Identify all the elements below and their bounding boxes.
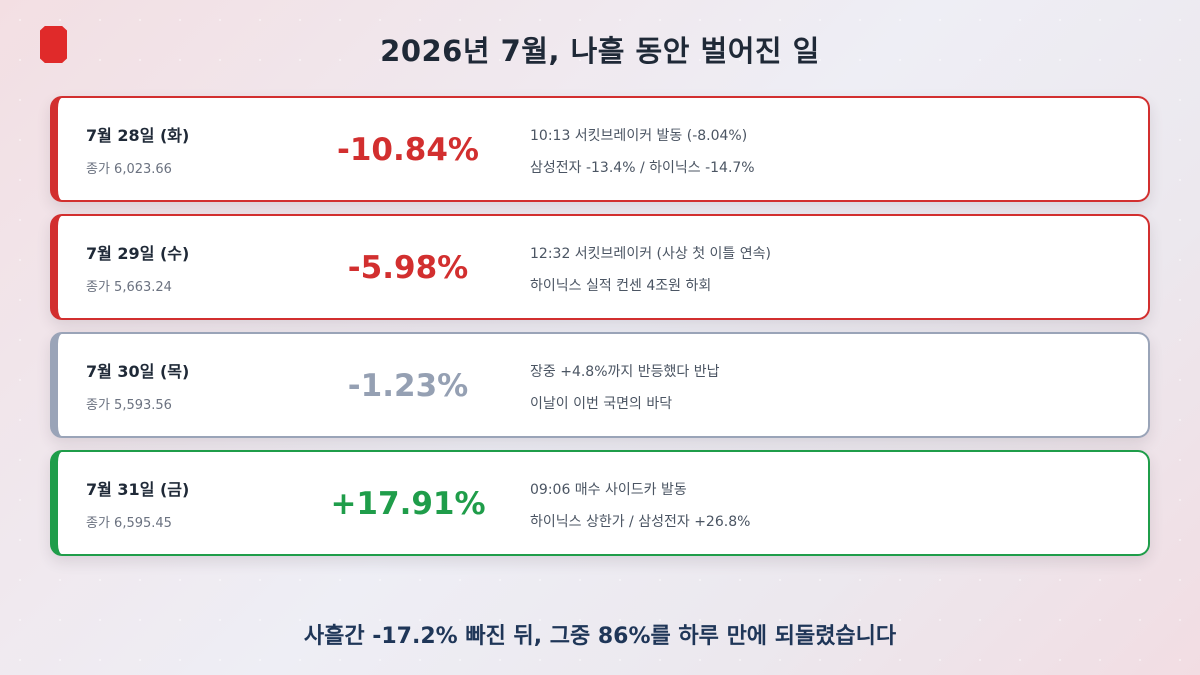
day-close: 종가 5,663.24	[86, 280, 172, 295]
page-title: 2026년 7월, 나흘 동안 벌어진 일	[380, 34, 820, 68]
day-change: -1.23%	[347, 368, 469, 404]
day-note-1: 09:06 매수 사이드카 발동	[530, 482, 687, 498]
day-note-1: 10:13 서킷브레이커 발동 (-8.04%)	[530, 128, 748, 144]
day-note-2: 이날이 이번 국면의 바닥	[530, 396, 673, 412]
day-change: -5.98%	[347, 250, 469, 286]
day-date: 7월 30일 (목)	[86, 362, 190, 381]
day-change: -10.84%	[337, 132, 479, 168]
day-close: 종가 6,023.66	[86, 162, 172, 177]
day-note-2: 하이닉스 실적 컨센 4조원 하회	[530, 278, 712, 294]
day-card-jul31: 7월 31일 (금) 종가 6,595.45 +17.91% 09:06 매수 …	[50, 450, 1150, 556]
day-card-jul30: 7월 30일 (목) 종가 5,593.56 -1.23% 장중 +4.8%까지…	[50, 332, 1150, 438]
day-change: +17.91%	[330, 486, 486, 522]
day-note-1: 12:32 서킷브레이커 (사상 첫 이틀 연속)	[530, 246, 771, 262]
day-card-jul29: 7월 29일 (수) 종가 5,663.24 -5.98% 12:32 서킷브레…	[50, 214, 1150, 320]
day-note-2: 하이닉스 상한가 / 삼성전자 +26.8%	[530, 514, 751, 530]
day-date: 7월 31일 (금)	[86, 480, 190, 499]
logo-icon	[40, 26, 67, 63]
day-note-2: 삼성전자 -13.4% / 하이닉스 -14.7%	[530, 160, 755, 176]
day-note-1: 장중 +4.8%까지 반등했다 반납	[530, 364, 720, 380]
summary-text: 사흘간 -17.2% 빠진 뒤, 그중 86%를 하루 만에 되돌렸습니다	[303, 624, 897, 649]
day-close: 종가 6,595.45	[86, 516, 172, 531]
day-card-jul28: 7월 28일 (화) 종가 6,023.66 -10.84% 10:13 서킷브…	[50, 96, 1150, 202]
day-date: 7월 28일 (화)	[86, 126, 190, 145]
day-date: 7월 29일 (수)	[86, 244, 190, 263]
day-close: 종가 5,593.56	[86, 398, 172, 413]
